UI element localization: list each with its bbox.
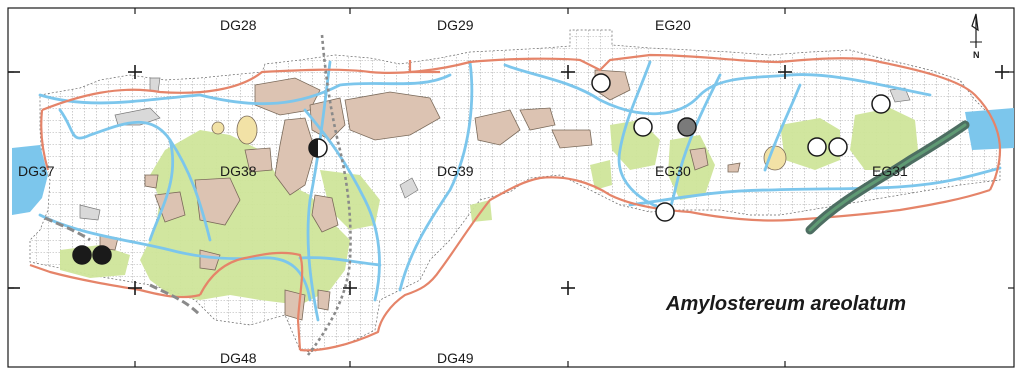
grid-label-eg31: EG31 [872,163,908,179]
record-marker-open [633,117,653,137]
grid-label-dg29: DG29 [437,17,474,33]
record-marker-filled [92,245,112,265]
rivers [38,60,1002,322]
grid-label-dg37: DG37 [18,163,55,179]
lakes [12,108,1014,215]
record-marker-filled [72,245,92,265]
grid-label-eg30: EG30 [655,163,691,179]
record-marker-half [308,138,328,158]
record-marker-open [655,202,675,222]
north-arrow-icon: N [970,13,982,60]
grid-label-dg39: DG39 [437,163,474,179]
grid-label-dg28: DG28 [220,17,257,33]
species-title: Amylostereum areolatum [665,293,906,315]
north-label: N [973,50,980,60]
grid-label-dg48: DG48 [220,350,257,366]
record-marker-grey [677,117,697,137]
record-marker-open [871,94,891,114]
dashed-track [306,34,352,356]
grid-labels: DG28 DG29 EG20 DG37 DG38 DG39 EG30 EG31 … [18,17,908,366]
record-markers [72,73,891,265]
grey-areas [79,77,911,221]
record-marker-open [828,137,848,157]
grid-label-dg38: DG38 [220,163,257,179]
grey-dashed-boundary [44,216,202,317]
record-marker-open [807,137,827,157]
yellow-areas [211,115,787,171]
grid-label-dg49: DG49 [437,350,474,366]
forest-areas [60,108,918,305]
grid-crosses [8,65,1009,295]
ridge-feature [805,120,970,235]
record-marker-open [591,73,611,93]
grid-label-eg20: EG20 [655,17,691,33]
region-boundary [29,53,1002,352]
